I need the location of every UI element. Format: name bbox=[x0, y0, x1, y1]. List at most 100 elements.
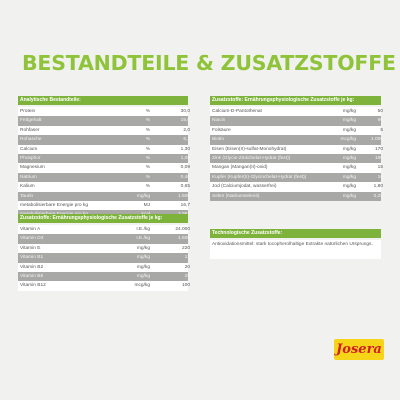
technological-header: Technologische Zusatzstoffe: bbox=[210, 229, 381, 238]
row-unit: mg/kg bbox=[342, 127, 356, 133]
row-unit: mg/kg bbox=[342, 193, 356, 199]
row-name: Calcium bbox=[20, 146, 38, 152]
table-row: Vitamin B12 mcg/kg 100 bbox=[18, 281, 190, 291]
row-name: metabolisierbare Energie pro kg bbox=[20, 202, 88, 208]
table-row: Calcium% 1,30 bbox=[18, 144, 190, 154]
row-name: Protein bbox=[20, 109, 36, 114]
row-name: Calcium-D-Pantothenat bbox=[212, 109, 262, 114]
table-row: Magnesium% 0,09 bbox=[18, 163, 190, 173]
row-name: Biotin bbox=[212, 137, 224, 143]
table-row: Kalium% 0,65 bbox=[18, 182, 190, 192]
table-row: Zink (Glycin-Zinkchelat-Hydrat (fest)) mg… bbox=[210, 153, 383, 164]
row-unit: mg/kg bbox=[136, 264, 150, 270]
row-name: Vitamin B6 bbox=[20, 273, 44, 279]
row-unit: mg/kg bbox=[342, 109, 356, 114]
row-unit: mg/kg bbox=[342, 155, 356, 161]
table-row: Kupfer (Kupfer(II)-Glycinchelat-Hydrat (… bbox=[210, 172, 383, 183]
row-name: Vitamin A bbox=[20, 227, 41, 232]
row-unit: mg/kg bbox=[342, 165, 356, 171]
row-value: 24.000 bbox=[175, 227, 190, 232]
row-unit: mg/kg bbox=[136, 255, 150, 261]
row-value: 1,80 bbox=[373, 184, 383, 190]
table-row: Protein% 30,0 bbox=[18, 107, 190, 117]
table-row: Biotin mcg/kg 1.000 bbox=[210, 135, 383, 145]
row-unit: % bbox=[145, 146, 150, 152]
row-unit: mg/kg bbox=[136, 245, 150, 251]
table-row: Vitamin B6 mg/kg 20 bbox=[18, 271, 190, 282]
row-unit: % bbox=[145, 165, 150, 171]
row-value: 100 bbox=[181, 283, 190, 289]
row-value: 0,65 bbox=[180, 184, 190, 190]
row-name: Vitamin B2 bbox=[20, 264, 44, 270]
row-value: 1.000 bbox=[370, 137, 383, 143]
row-name: Natrium bbox=[20, 174, 37, 180]
row-unit: mg/kg bbox=[342, 174, 356, 180]
row-value: 16 bbox=[377, 174, 383, 180]
nutritional-right-header: Zusatzstoffe: Ernährungsphysiologische Z… bbox=[210, 96, 381, 105]
josera-logo: Josera bbox=[334, 339, 384, 360]
table-row: Taurin mg/kg 1.500 bbox=[18, 191, 190, 201]
row-unit: % bbox=[145, 174, 150, 180]
row-name: Vitamin D3 bbox=[20, 236, 44, 242]
row-name: Phosphor bbox=[20, 155, 41, 161]
table-row: Rohasche% 6,1 bbox=[18, 135, 190, 145]
technological-text: Antioxidationsmittel: stark tocopherolha… bbox=[210, 240, 381, 259]
row-name: Jod (Calciumjodat, wasserfrei) bbox=[212, 184, 277, 190]
table-row: Selen (Natriumselenit) mg/kg 0,25 bbox=[210, 191, 383, 201]
row-name: Folsäure bbox=[212, 127, 231, 133]
table-row: Folsäure mg/kg 5 bbox=[210, 125, 383, 136]
row-name: Rohfaser bbox=[20, 127, 40, 133]
row-value: 5 bbox=[380, 127, 383, 133]
row-name: Rohasche bbox=[20, 137, 42, 143]
table-row: Mangan (Mangan(II)-oxid) mg/kg 15 bbox=[210, 163, 383, 173]
table-row: Vitamin B1 mg/kg 13 bbox=[18, 253, 190, 263]
row-name: Zink (Glycin-Zinkchelat-Hydrat (fest)) bbox=[212, 155, 291, 161]
row-value: 30,0 bbox=[180, 109, 190, 114]
table-row: Calcium-D-Pantothenat mg/kg 50 bbox=[210, 107, 383, 117]
row-value: 0,25 bbox=[373, 193, 383, 199]
nutritional-left-table: Vitamin A I.E./kg 24.000 Vitamin D3 I.E./kg 1… bbox=[18, 225, 190, 291]
row-value: 16,7 bbox=[180, 202, 190, 208]
table-row: Natrium% 0,40 bbox=[18, 172, 190, 183]
table-row: Fettgehalt% 15,0 bbox=[18, 116, 190, 126]
row-value: 1.500 bbox=[177, 236, 190, 242]
row-value: 13 bbox=[184, 255, 190, 261]
row-value: 2,0 bbox=[183, 127, 190, 133]
row-name: Kupfer (Kupfer(II)-Glycinchelat-Hydrat (… bbox=[212, 174, 307, 180]
nutritional-left-header: Zusatzstoffe: Ernährungsphysiologische Z… bbox=[18, 214, 188, 223]
row-unit: MJ bbox=[143, 202, 150, 208]
table-row: metabolisierbare Energie pro kg MJ 16,7 bbox=[18, 200, 190, 211]
row-name: Niacin bbox=[212, 118, 226, 124]
row-value: 50 bbox=[377, 109, 383, 114]
row-name: Magnesium bbox=[20, 165, 45, 171]
table-row: Rohfaser% 2,0 bbox=[18, 125, 190, 136]
row-value: 170 bbox=[374, 146, 383, 152]
row-unit: % bbox=[145, 155, 150, 161]
row-name: Vitamin E bbox=[20, 245, 41, 251]
row-unit: mg/kg bbox=[342, 146, 356, 152]
row-unit: mg/kg bbox=[136, 273, 150, 279]
table-row: Vitamin B2 mg/kg 20 bbox=[18, 262, 190, 272]
row-unit: mg/kg bbox=[136, 193, 150, 199]
row-name: Kalium bbox=[20, 184, 35, 190]
row-name: Vitamin B12 bbox=[20, 283, 46, 289]
row-name: Fettgehalt bbox=[20, 118, 42, 124]
row-unit: % bbox=[145, 137, 150, 143]
row-value: 0,40 bbox=[180, 174, 190, 180]
row-unit: mcg/kg bbox=[340, 137, 356, 143]
page-title: BESTANDTEILE & ZUSATZSTOFFE bbox=[22, 51, 396, 75]
row-value: 15,0 bbox=[180, 118, 190, 124]
row-unit: mg/kg bbox=[342, 184, 356, 190]
row-name: Selen (Natriumselenit) bbox=[212, 193, 260, 199]
row-value: 90 bbox=[377, 118, 383, 124]
analytical-table: Protein% 30,0 Fettgehalt% 15,0 Rohfaser% 2,0 R… bbox=[18, 107, 190, 220]
table-row: Phosphor% 1,00 bbox=[18, 153, 190, 164]
row-value: 6,1 bbox=[183, 137, 190, 143]
row-value: 1.500 bbox=[177, 193, 190, 199]
row-value: 15 bbox=[377, 165, 383, 171]
table-row: Jod (Calciumjodat, wasserfrei) mg/kg 1,80 bbox=[210, 182, 383, 192]
row-value: 1,30 bbox=[180, 146, 190, 152]
row-name: Mangan (Mangan(II)-oxid) bbox=[212, 165, 268, 171]
row-unit: I.E./kg bbox=[136, 236, 150, 242]
row-value: 180 bbox=[374, 155, 383, 161]
